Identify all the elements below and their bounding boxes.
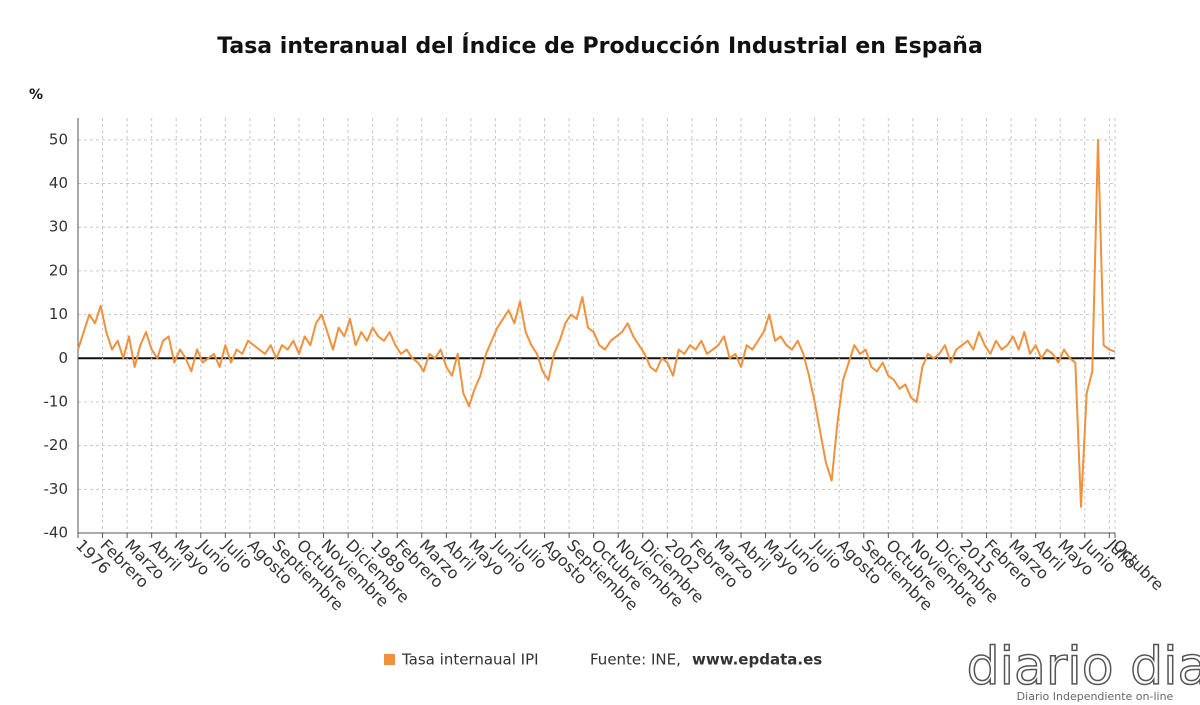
y-tick-label: 50 xyxy=(49,130,68,148)
y-tick-label: 20 xyxy=(49,261,68,279)
y-tick-label: 10 xyxy=(49,305,68,323)
y-tick-label: -20 xyxy=(44,436,69,454)
watermark-tagline: Diario Independiente on-line xyxy=(1017,690,1174,703)
legend: Tasa internaual IPI Fuente: INE, www.epd… xyxy=(384,651,822,669)
plot-area xyxy=(77,118,1116,534)
data-line xyxy=(77,138,1116,508)
y-tick-label: 0 xyxy=(58,349,68,367)
y-tick-label: 30 xyxy=(49,218,68,236)
source-site: www.epdata.es xyxy=(692,651,822,669)
y-axis-label: % xyxy=(29,87,43,103)
legend-label: Tasa internaual IPI xyxy=(401,651,539,669)
y-tick-label: -40 xyxy=(44,524,69,542)
chart-title: Tasa interanual del Índice de Producción… xyxy=(217,33,983,59)
watermark-brand: diario dia xyxy=(967,637,1200,697)
legend-swatch xyxy=(384,654,395,665)
y-tick-label: -30 xyxy=(44,480,69,498)
source-label: Fuente: INE, xyxy=(590,651,681,669)
y-tick-label: 40 xyxy=(49,174,68,192)
y-tick-label: -10 xyxy=(44,392,69,410)
